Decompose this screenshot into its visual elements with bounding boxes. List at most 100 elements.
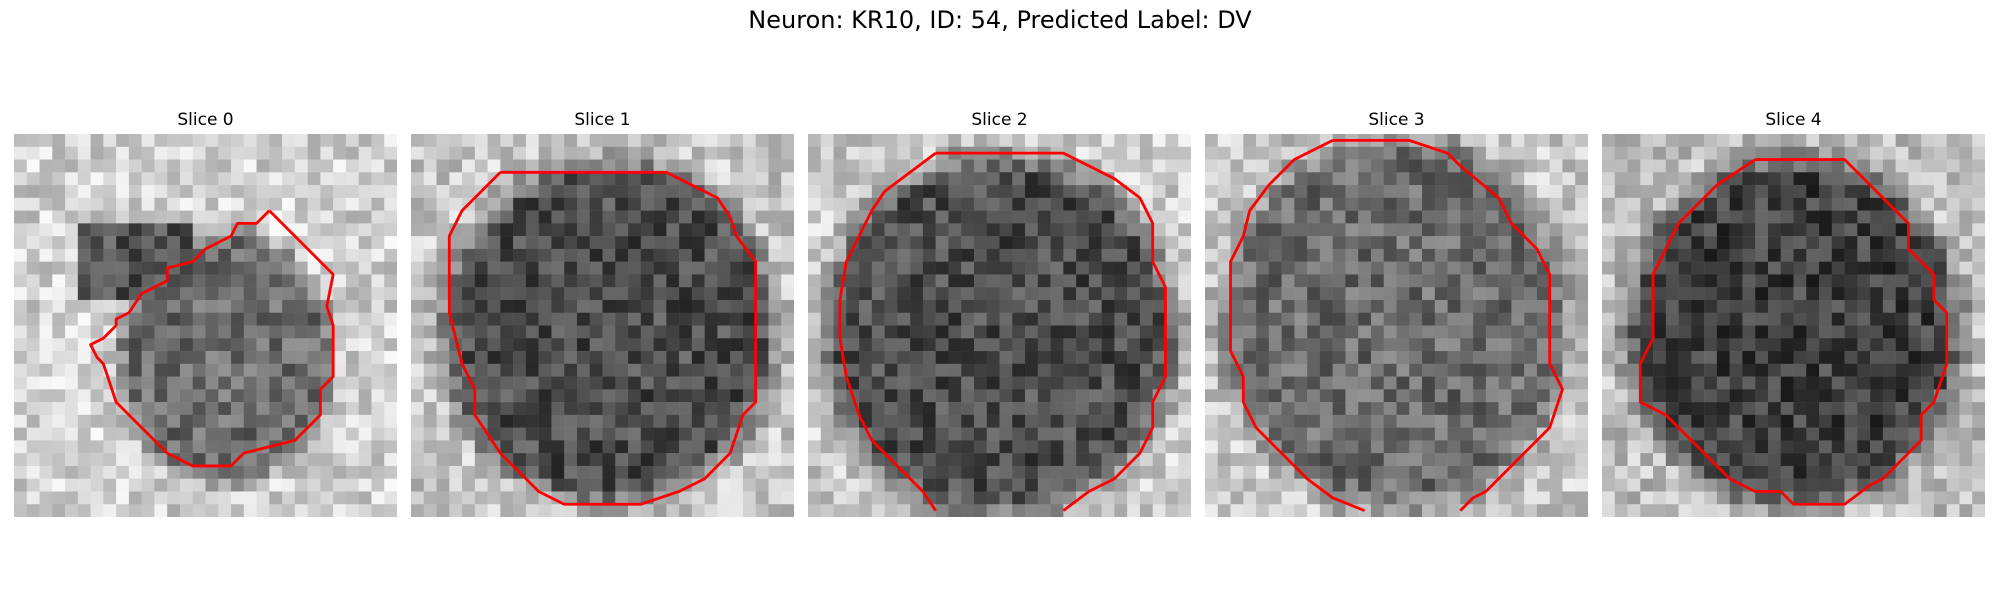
pixel bbox=[1524, 300, 1537, 313]
pixel bbox=[1921, 338, 1934, 351]
pixel bbox=[666, 236, 679, 249]
pixel bbox=[1473, 249, 1486, 262]
pixel bbox=[269, 389, 282, 402]
pixel bbox=[666, 402, 679, 415]
pixel bbox=[142, 160, 155, 173]
pixel bbox=[1243, 479, 1256, 492]
pixel bbox=[411, 415, 424, 428]
pixel bbox=[449, 428, 462, 441]
pixel bbox=[564, 147, 577, 160]
pixel bbox=[154, 479, 167, 492]
pixel bbox=[846, 428, 859, 441]
pixel bbox=[1755, 185, 1768, 198]
pixel bbox=[1717, 134, 1730, 147]
pixel bbox=[142, 415, 155, 428]
pixel bbox=[1448, 440, 1461, 453]
pixel bbox=[384, 160, 397, 173]
pixel bbox=[1038, 287, 1051, 300]
pixel bbox=[1076, 223, 1089, 236]
pixel bbox=[1883, 287, 1896, 300]
pixel bbox=[1089, 377, 1102, 390]
pixel bbox=[1038, 236, 1051, 249]
pixel bbox=[1845, 198, 1858, 211]
pixel bbox=[1409, 389, 1422, 402]
pixel bbox=[1384, 211, 1397, 224]
slice-title: Slice 4 bbox=[1602, 108, 1985, 132]
pixel bbox=[167, 440, 180, 453]
pixel bbox=[1575, 172, 1588, 185]
pixel bbox=[180, 504, 193, 517]
pixel bbox=[768, 249, 781, 262]
pixel bbox=[781, 274, 794, 287]
pixel bbox=[142, 313, 155, 326]
pixel bbox=[1959, 351, 1972, 364]
pixel bbox=[1819, 364, 1832, 377]
pixel bbox=[1628, 338, 1641, 351]
pixel bbox=[167, 287, 180, 300]
pixel bbox=[129, 326, 142, 339]
pixel bbox=[768, 211, 781, 224]
pixel bbox=[1448, 453, 1461, 466]
pixel bbox=[1320, 504, 1333, 517]
pixel bbox=[603, 364, 616, 377]
pixel bbox=[666, 287, 679, 300]
pixel bbox=[539, 223, 552, 236]
pixel bbox=[1628, 313, 1641, 326]
pixel bbox=[1025, 453, 1038, 466]
pixel bbox=[1908, 491, 1921, 504]
pixel bbox=[231, 211, 244, 224]
pixel bbox=[1524, 287, 1537, 300]
pixel bbox=[1524, 338, 1537, 351]
pixel bbox=[1435, 453, 1448, 466]
pixel bbox=[14, 453, 27, 466]
pixel bbox=[257, 223, 270, 236]
pixel bbox=[1972, 211, 1985, 224]
pixel bbox=[577, 274, 590, 287]
pixel bbox=[987, 466, 1000, 479]
pixel bbox=[1038, 160, 1051, 173]
pixel bbox=[948, 274, 961, 287]
pixel bbox=[1679, 274, 1692, 287]
pixel bbox=[1012, 198, 1025, 211]
pixel bbox=[666, 466, 679, 479]
pixel bbox=[859, 326, 872, 339]
pixel bbox=[730, 172, 743, 185]
pixel bbox=[1333, 351, 1346, 364]
pixel bbox=[564, 351, 577, 364]
pixel bbox=[333, 440, 346, 453]
pixel bbox=[603, 504, 616, 517]
pixel bbox=[1959, 402, 1972, 415]
pixel bbox=[743, 351, 756, 364]
pixel bbox=[1499, 338, 1512, 351]
pixel bbox=[885, 479, 898, 492]
pixel bbox=[1025, 134, 1038, 147]
pixel bbox=[1628, 274, 1641, 287]
pixel bbox=[1755, 274, 1768, 287]
pixel bbox=[654, 147, 667, 160]
pixel bbox=[1127, 504, 1140, 517]
pixel bbox=[1256, 160, 1269, 173]
pixel bbox=[1794, 338, 1807, 351]
pixel bbox=[1845, 377, 1858, 390]
pixel bbox=[1511, 389, 1524, 402]
pixel bbox=[1857, 236, 1870, 249]
pixel bbox=[961, 223, 974, 236]
pixel bbox=[91, 249, 104, 262]
pixel bbox=[1397, 504, 1410, 517]
pixel bbox=[564, 453, 577, 466]
pixel bbox=[1307, 351, 1320, 364]
pixel bbox=[1602, 262, 1615, 275]
pixel bbox=[1205, 428, 1218, 441]
pixel bbox=[1550, 338, 1563, 351]
pixel bbox=[269, 504, 282, 517]
pixel bbox=[641, 147, 654, 160]
pixel bbox=[834, 389, 847, 402]
pixel bbox=[1282, 466, 1295, 479]
pixel bbox=[859, 364, 872, 377]
pixel bbox=[1666, 326, 1679, 339]
pixel bbox=[1371, 351, 1384, 364]
pixel bbox=[1486, 351, 1499, 364]
pixel bbox=[910, 287, 923, 300]
pixel bbox=[666, 313, 679, 326]
pixel bbox=[1959, 274, 1972, 287]
